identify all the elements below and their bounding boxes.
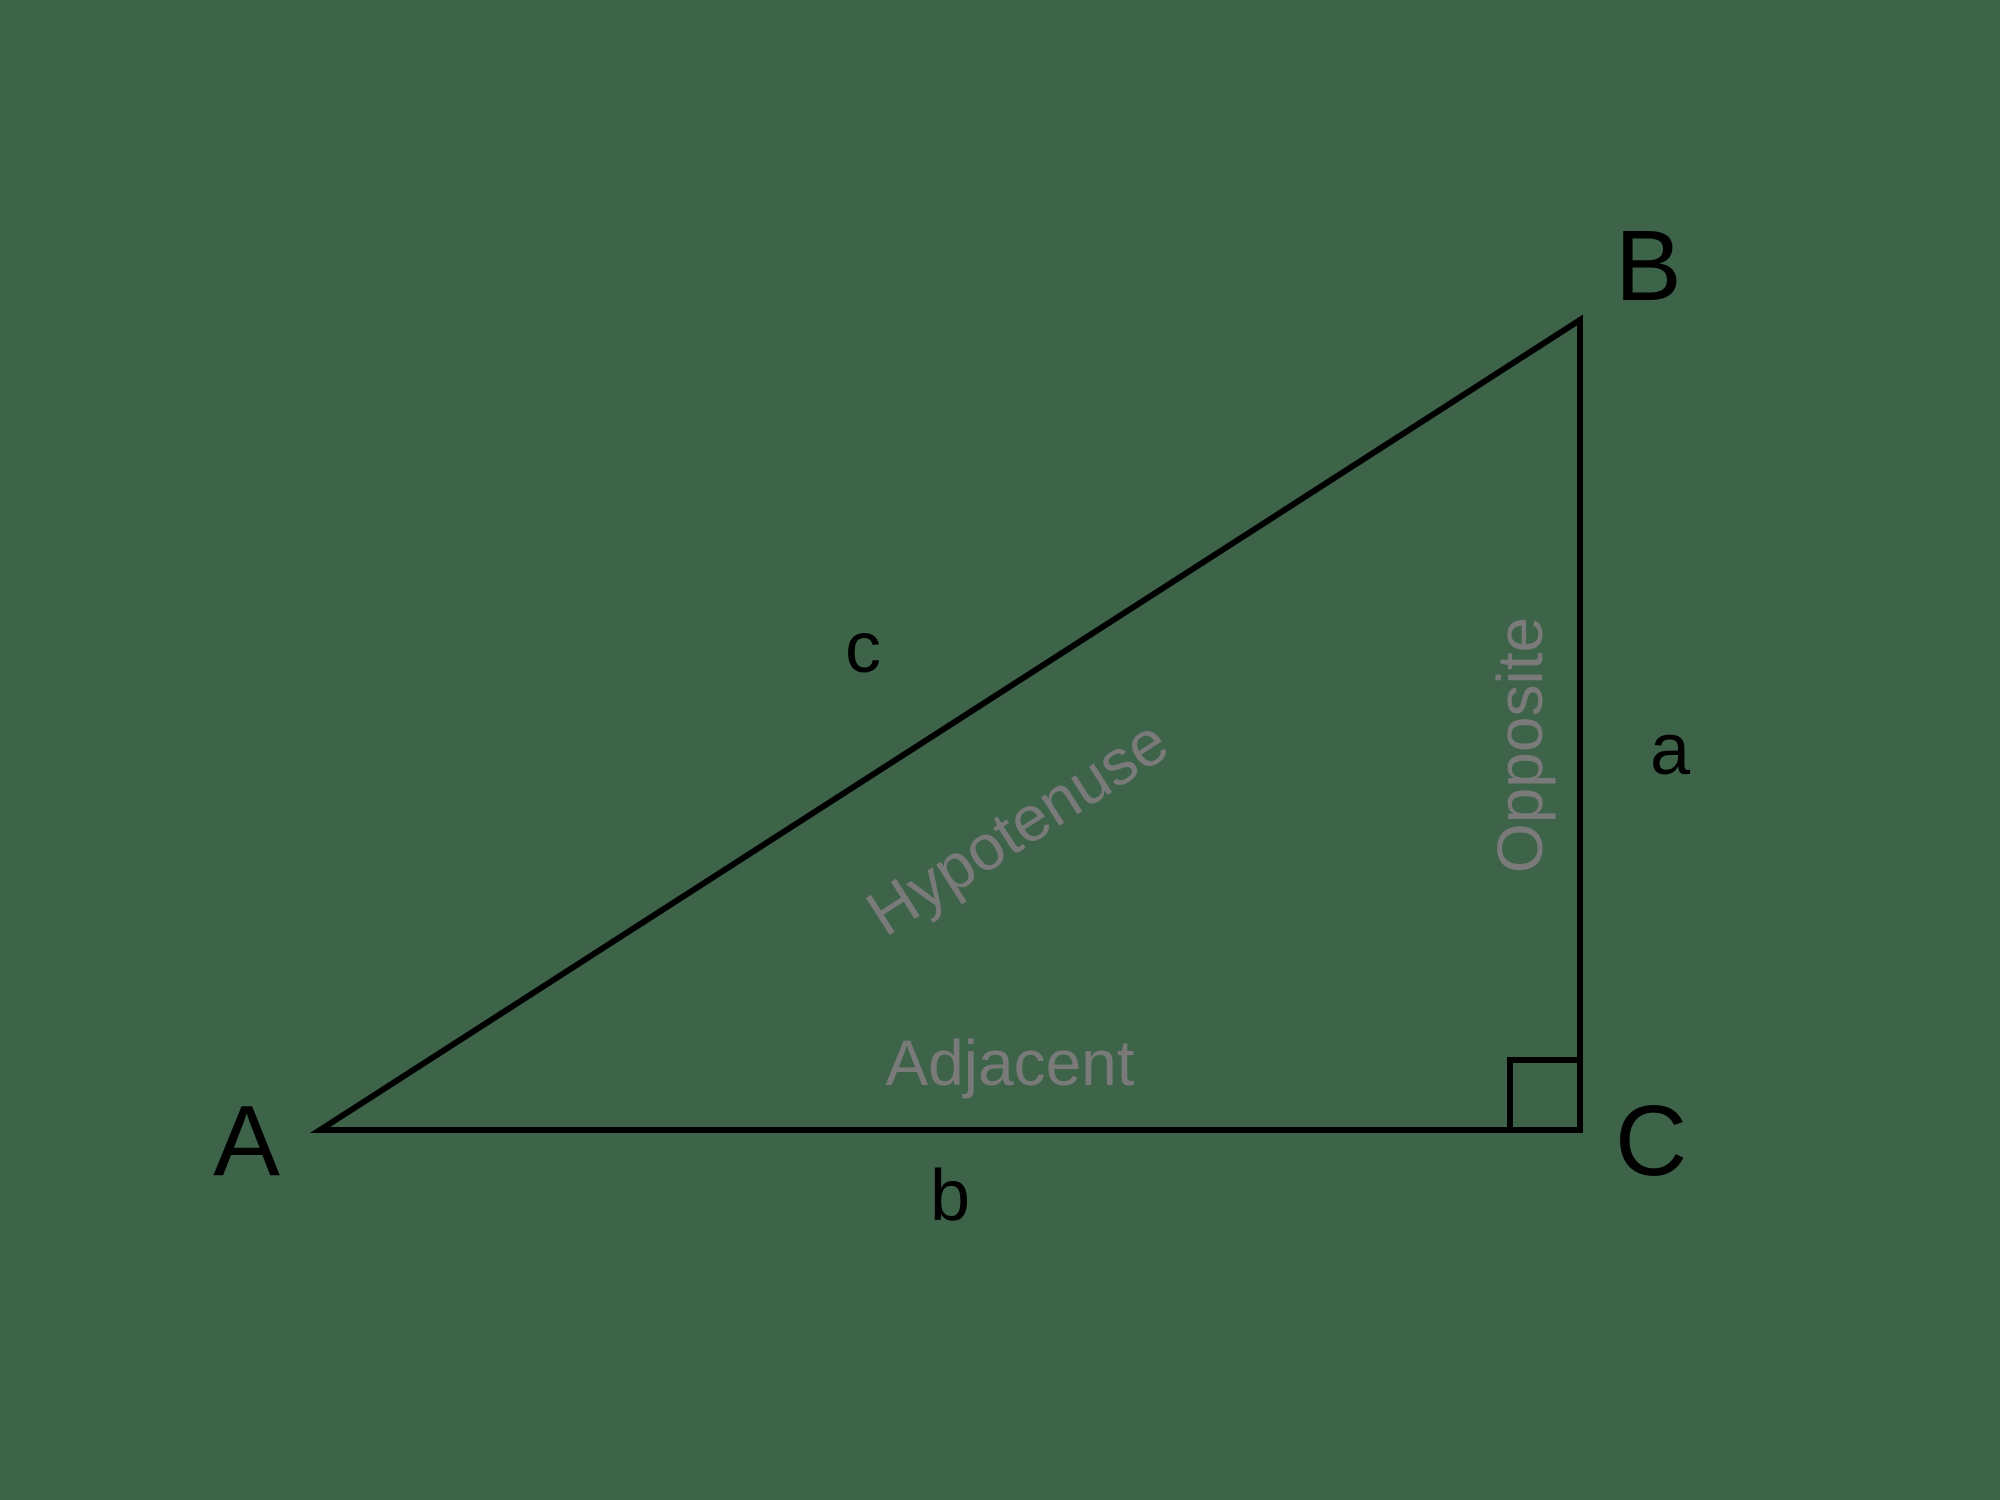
right-triangle-diagram: ABCcHypotenuseaOppositebAdjacent bbox=[0, 0, 2000, 1500]
side-letter-a: a bbox=[1650, 710, 1691, 790]
vertex-label-A: A bbox=[213, 1085, 280, 1197]
side-letter-c: c bbox=[845, 608, 881, 688]
side-name-adjacent: Adjacent bbox=[885, 1027, 1134, 1099]
vertex-label-B: B bbox=[1615, 210, 1682, 322]
side-name-opposite: Opposite bbox=[1484, 617, 1556, 873]
diagram-background bbox=[0, 0, 2000, 1500]
side-letter-b: b bbox=[930, 1156, 970, 1236]
vertex-label-C: C bbox=[1615, 1085, 1687, 1197]
